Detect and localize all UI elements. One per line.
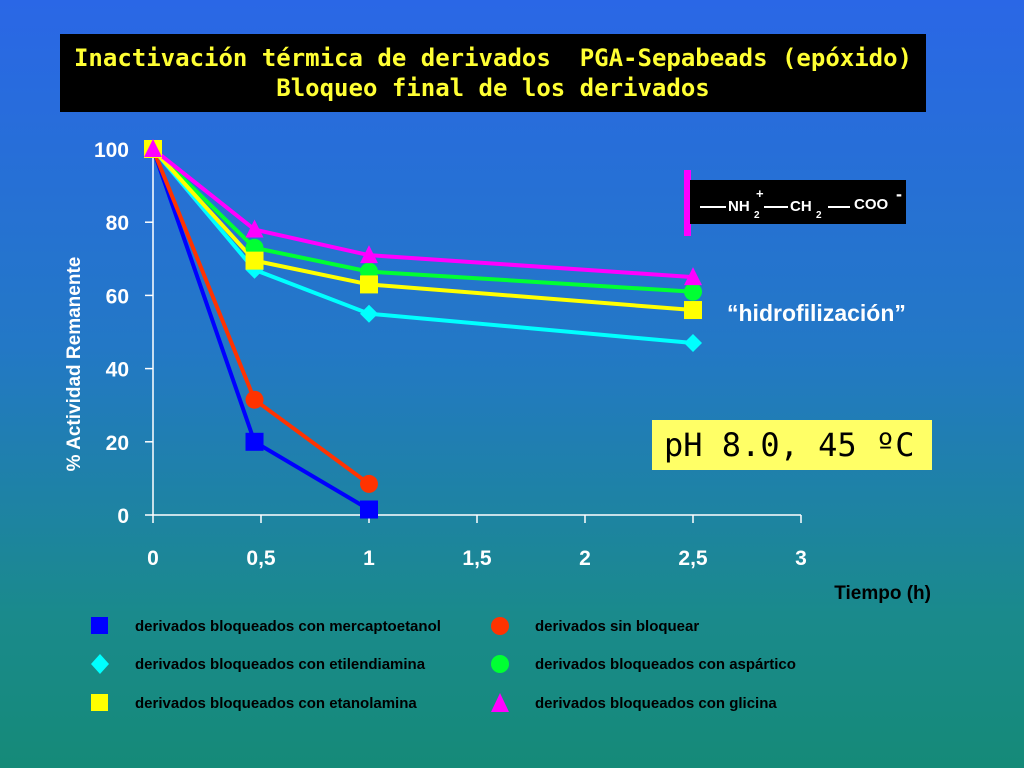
chart-title-box: Inactivación térmica de derivados PGA-Se…: [60, 34, 926, 112]
legend-marker-square: [91, 694, 108, 711]
x-tick-label: 3: [795, 547, 807, 570]
legend-label: derivados bloqueados con aspártico: [535, 655, 796, 673]
data-point-series-5: [144, 139, 162, 157]
legend-item: derivados sin bloquear: [490, 614, 699, 638]
data-point-series-0: [360, 500, 378, 519]
y-axis-title: % Actividad Remanente: [64, 257, 85, 472]
legend-label: derivados sin bloquear: [535, 617, 700, 635]
x-tick-label: 0,5: [246, 547, 276, 570]
data-point-series-4: [245, 251, 264, 270]
legend-marker-circle: [491, 655, 509, 673]
y-tick-label: 80: [106, 212, 129, 235]
data-point-series-3: [684, 282, 702, 301]
formula-coo: COO: [854, 196, 889, 213]
y-tick-label: 40: [106, 359, 129, 382]
data-point-series-5: [245, 219, 264, 238]
series-line-4: [151, 147, 694, 313]
series-line-3: [151, 147, 694, 294]
legend-label: derivados bloqueados con etilendiamina: [135, 655, 426, 673]
x-tick-label: 1,5: [462, 547, 492, 570]
series-line-5: [151, 147, 694, 280]
legend-marker-square: [91, 617, 108, 634]
legend-item: derivados bloqueados con mercaptoetanol: [90, 614, 441, 638]
chart-title-line-1: Inactivación térmica de derivados PGA-Se…: [73, 44, 913, 72]
legend-marker-triangle: [491, 693, 509, 712]
x-tick-label: 2: [579, 547, 591, 570]
y-tick-label: 20: [106, 432, 129, 455]
formula-box: NH 2 + CH 2 COO -: [690, 180, 906, 224]
formula-nh: NH: [728, 198, 750, 215]
legend-marker-circle: [491, 617, 509, 635]
series-line-0: [151, 148, 371, 512]
data-point-series-5: [684, 267, 702, 286]
legend-label: derivados bloqueados con mercaptoetanol: [135, 617, 441, 635]
hidrofilizacion-label: “hidrofilización”: [727, 300, 906, 326]
legend-label: derivados bloqueados con glicina: [535, 694, 777, 712]
series-line-2: [151, 147, 694, 345]
data-point-series-2: [684, 333, 702, 352]
formula-bond-3: [828, 206, 850, 208]
formula-plus: +: [756, 186, 764, 201]
legend: derivados bloqueados con mercaptoetanol d…: [90, 614, 890, 724]
formula-ch-sub: 2: [816, 210, 822, 221]
data-point-series-1: [360, 474, 378, 493]
formula-bond-2: [764, 206, 788, 208]
x-axis-title: Tiempo (h): [834, 583, 931, 604]
formula-ch: CH: [790, 198, 812, 215]
legend-label: derivados bloqueados con etanolamina: [135, 694, 417, 712]
x-tick-label: 0: [147, 547, 159, 570]
chart-title-line-2: Bloqueo final de los derivados: [276, 74, 710, 102]
x-tick-label: 1: [363, 547, 375, 570]
data-point-series-4: [360, 275, 378, 294]
formula-minus: -: [896, 184, 902, 204]
legend-item: derivados bloqueados con glicina: [490, 691, 777, 715]
data-point-series-0: [245, 432, 264, 451]
data-point-series-5: [360, 245, 378, 264]
y-tick-label: 60: [106, 285, 129, 308]
y-tick-label: 0: [117, 505, 129, 528]
legend-item: derivados bloqueados con etilendiamina: [90, 652, 425, 676]
legend-marker-diamond: [91, 654, 109, 674]
formula-marker-bar: [684, 170, 691, 236]
data-point-series-1: [245, 390, 264, 409]
data-point-series-2: [360, 304, 378, 323]
conditions-box: pH 8.0, 45 ºC: [652, 420, 932, 470]
legend-item: derivados bloqueados con aspártico: [490, 652, 796, 676]
y-tick-label: 100: [94, 139, 129, 162]
data-point-series-4: [684, 301, 702, 320]
formula-nh-sub: 2: [754, 210, 760, 221]
x-tick-label: 2,5: [678, 547, 708, 570]
formula-bond-1: [700, 206, 726, 208]
legend-item: derivados bloqueados con etanolamina: [90, 691, 417, 715]
